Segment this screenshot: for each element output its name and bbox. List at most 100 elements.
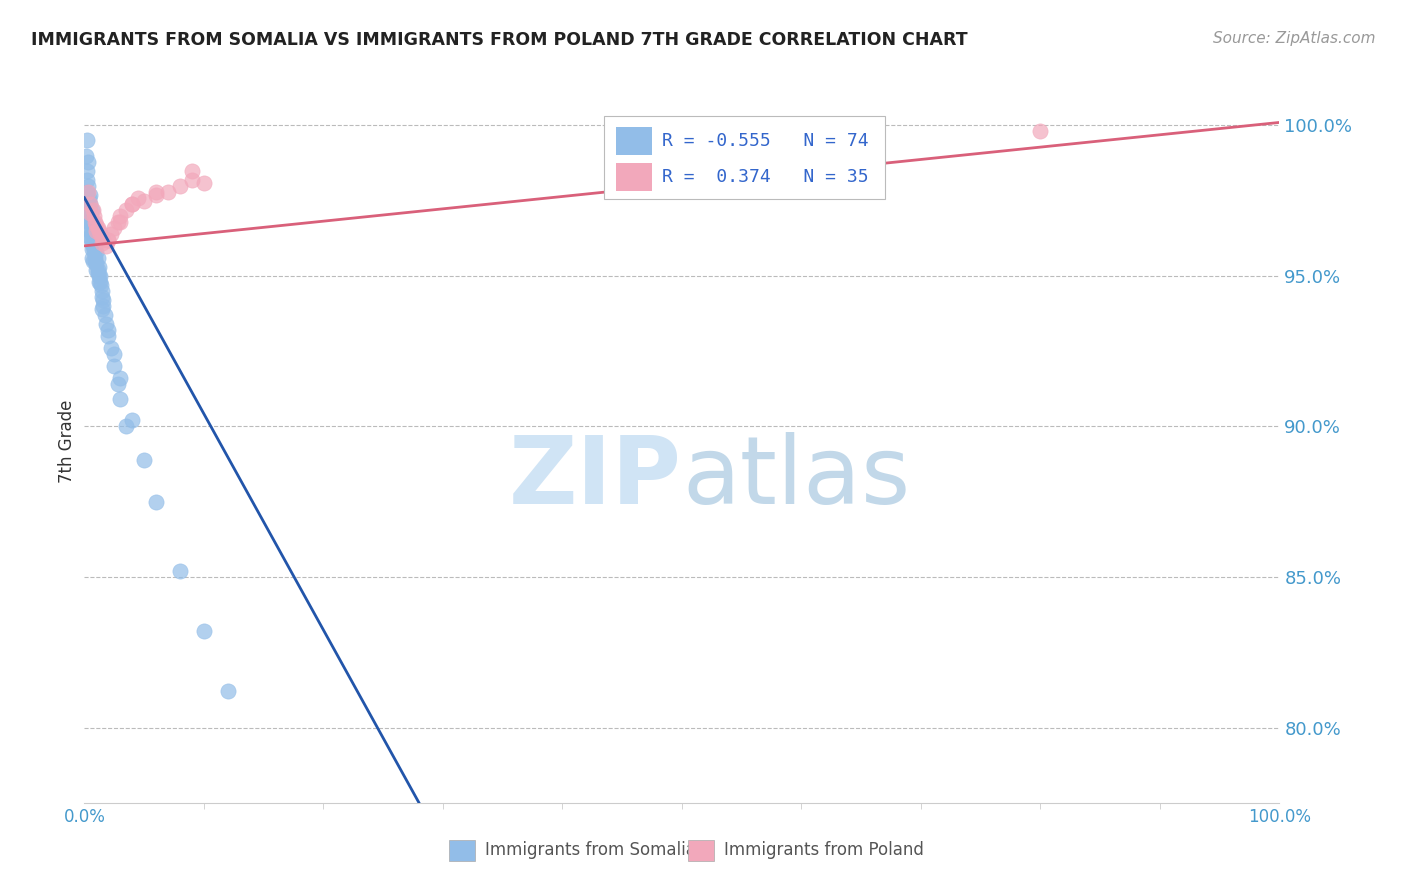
Point	[86, 251, 108, 265]
Point	[91, 230, 114, 244]
Point	[1029, 124, 1052, 138]
Text: IMMIGRANTS FROM SOMALIA VS IMMIGRANTS FROM POLAND 7TH GRADE CORRELATION CHART: IMMIGRANTS FROM SOMALIA VS IMMIGRANTS FR…	[31, 31, 967, 49]
Point	[76, 172, 98, 186]
Point	[97, 323, 120, 337]
Point	[86, 224, 108, 238]
FancyBboxPatch shape	[605, 117, 886, 200]
Point	[82, 239, 104, 253]
Point	[79, 187, 101, 202]
Point	[75, 148, 97, 162]
Point	[77, 185, 100, 199]
Point	[115, 202, 138, 217]
Bar	[616, 163, 652, 191]
Point	[83, 242, 105, 256]
Point	[79, 230, 101, 244]
Point	[121, 196, 143, 211]
Point	[86, 257, 108, 271]
Point	[82, 254, 104, 268]
Point	[103, 347, 125, 361]
Bar	[616, 128, 652, 154]
Point	[103, 359, 125, 374]
Text: ZIP: ZIP	[509, 432, 682, 524]
Point	[181, 163, 204, 178]
Point	[86, 266, 108, 280]
Point	[79, 196, 101, 211]
Point	[80, 227, 103, 241]
Y-axis label: 7th Grade: 7th Grade	[58, 400, 76, 483]
Point	[80, 242, 103, 256]
Point	[86, 220, 108, 235]
Point	[97, 233, 120, 247]
Point	[110, 392, 132, 407]
Point	[83, 233, 105, 247]
Point	[89, 268, 111, 283]
Point	[145, 187, 167, 202]
Point	[84, 254, 107, 268]
Point	[80, 251, 103, 265]
Point	[110, 371, 132, 385]
Point	[77, 209, 100, 223]
Point	[181, 172, 204, 186]
Point	[82, 230, 104, 244]
Point	[93, 299, 115, 313]
Point	[76, 134, 98, 148]
Point	[97, 329, 120, 343]
Point	[77, 202, 100, 217]
Point	[169, 178, 191, 193]
Point	[77, 191, 100, 205]
Point	[83, 209, 105, 223]
Point	[127, 191, 149, 205]
Point	[100, 227, 122, 241]
Point	[93, 233, 115, 247]
Point	[100, 341, 122, 355]
Text: Source: ZipAtlas.com: Source: ZipAtlas.com	[1212, 31, 1375, 46]
Point	[77, 154, 100, 169]
Point	[107, 377, 129, 392]
Point	[76, 163, 98, 178]
Point	[77, 230, 100, 244]
Point	[80, 235, 103, 250]
Point	[97, 233, 120, 247]
Point	[79, 215, 101, 229]
Point	[91, 290, 114, 304]
Point	[83, 224, 105, 238]
Text: Immigrants from Poland: Immigrants from Poland	[724, 841, 924, 859]
Point	[82, 215, 104, 229]
Point	[110, 209, 132, 223]
Point	[77, 220, 100, 235]
Point	[83, 244, 105, 259]
Point	[157, 185, 180, 199]
Point	[169, 564, 191, 578]
Point	[93, 293, 115, 307]
Point	[89, 227, 111, 241]
Point	[107, 215, 129, 229]
Point	[91, 302, 114, 317]
Point	[87, 268, 110, 283]
Point	[76, 185, 98, 199]
Point	[86, 218, 108, 232]
Point	[90, 278, 112, 293]
Point	[86, 263, 108, 277]
Point	[145, 494, 167, 508]
Point	[94, 239, 117, 253]
Point	[84, 239, 107, 253]
Point	[89, 275, 111, 289]
Bar	[688, 840, 714, 861]
Point	[77, 194, 100, 208]
Point	[80, 218, 103, 232]
Point	[86, 244, 108, 259]
Point	[87, 224, 110, 238]
Point	[87, 260, 110, 274]
Point	[145, 185, 167, 199]
Point	[110, 215, 132, 229]
Point	[82, 224, 104, 238]
Point	[132, 452, 156, 467]
Point	[94, 317, 117, 331]
Text: Immigrants from Somalia: Immigrants from Somalia	[485, 841, 696, 859]
Point	[77, 200, 100, 214]
Point	[77, 178, 100, 193]
Point	[79, 206, 101, 220]
Point	[87, 275, 110, 289]
Point	[91, 235, 114, 250]
Point	[217, 684, 239, 698]
